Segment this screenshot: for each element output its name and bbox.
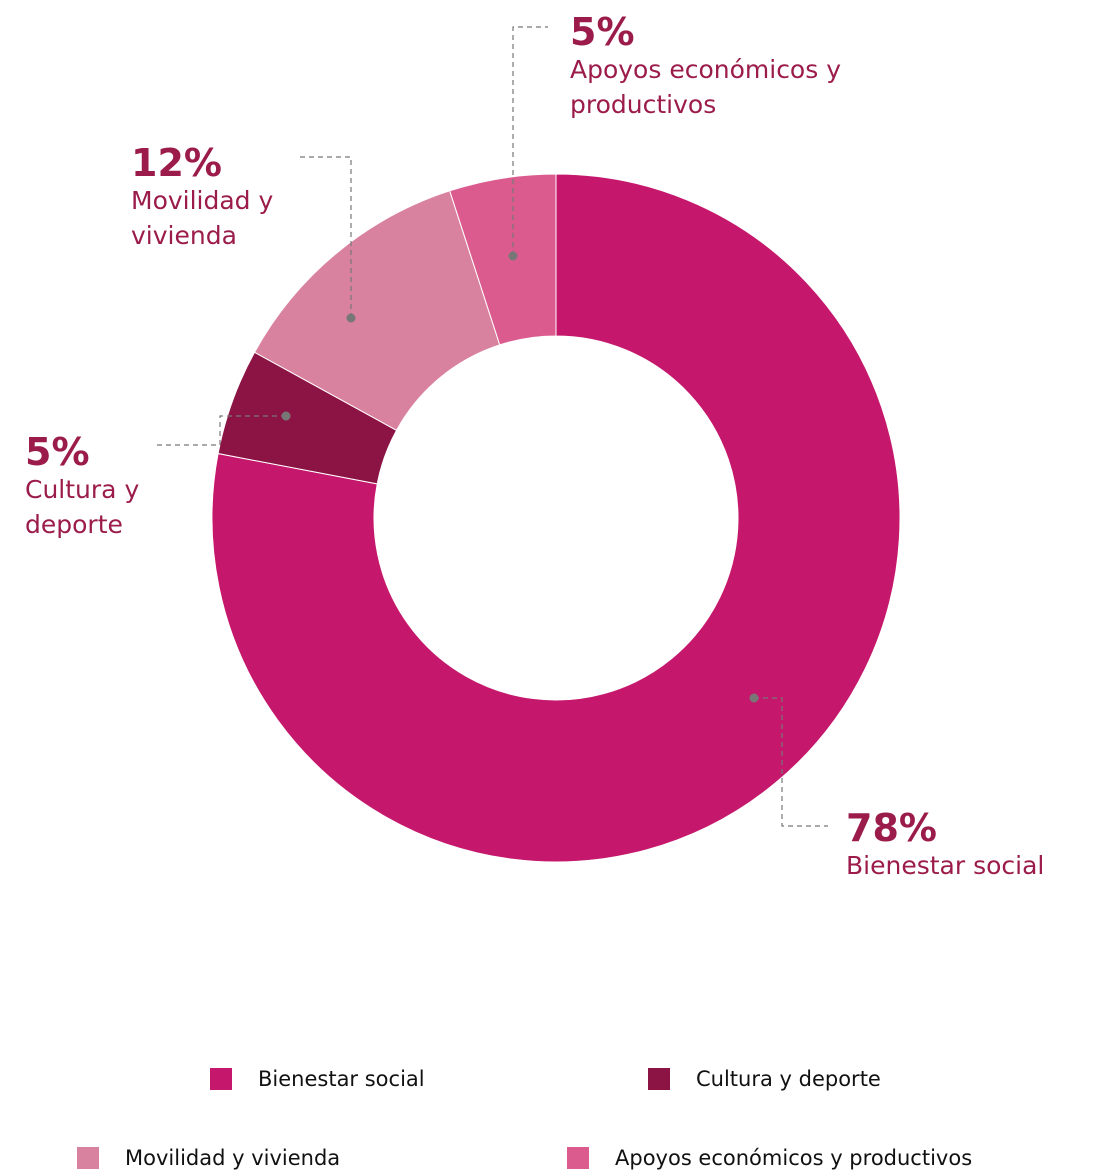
callout-line: [754, 697, 828, 827]
callout-line: [155, 415, 286, 446]
legend-item: Movilidad y vivienda: [77, 1146, 340, 1170]
callout-label: 12% Movilidad y vivienda: [131, 143, 301, 253]
callout-dot: [346, 313, 356, 323]
category-label: Bienestar social: [846, 851, 1045, 880]
callout-dot: [749, 693, 759, 703]
legend-label: Cultura y deporte: [696, 1067, 881, 1091]
callout-label: 5% Cultura y deporte: [25, 432, 175, 542]
slice: [449, 173, 557, 346]
callout-dot: [281, 411, 291, 421]
legend-swatch: [77, 1147, 99, 1169]
legend-swatch: [210, 1068, 232, 1090]
value-label: 12%: [131, 141, 222, 185]
value-label: 5%: [25, 430, 90, 474]
legend-label: Apoyos económicos y productivos: [615, 1146, 973, 1170]
value-label: 5%: [570, 10, 635, 54]
callout-line: [512, 26, 548, 256]
legend-item: Apoyos económicos y productivos: [567, 1146, 972, 1170]
legend-item: Bienestar social: [210, 1067, 425, 1091]
value-label: 78%: [846, 806, 937, 850]
slice: [211, 173, 901, 863]
category-label: Apoyos económicos y productivos: [570, 55, 841, 119]
legend-swatch: [567, 1147, 589, 1169]
callout-label: 5% Apoyos económicos y productivos: [570, 12, 900, 122]
category-label: Cultura y deporte: [25, 475, 140, 539]
legend-label: Bienestar social: [258, 1067, 425, 1091]
category-label: Movilidad y vivienda: [131, 186, 274, 250]
legend-swatch: [648, 1068, 670, 1090]
callout-label: 78% Bienestar social: [846, 808, 1106, 883]
legend-item: Cultura y deporte: [648, 1067, 881, 1091]
callout-dot: [508, 251, 518, 261]
legend-label: Movilidad y vivienda: [125, 1146, 341, 1170]
